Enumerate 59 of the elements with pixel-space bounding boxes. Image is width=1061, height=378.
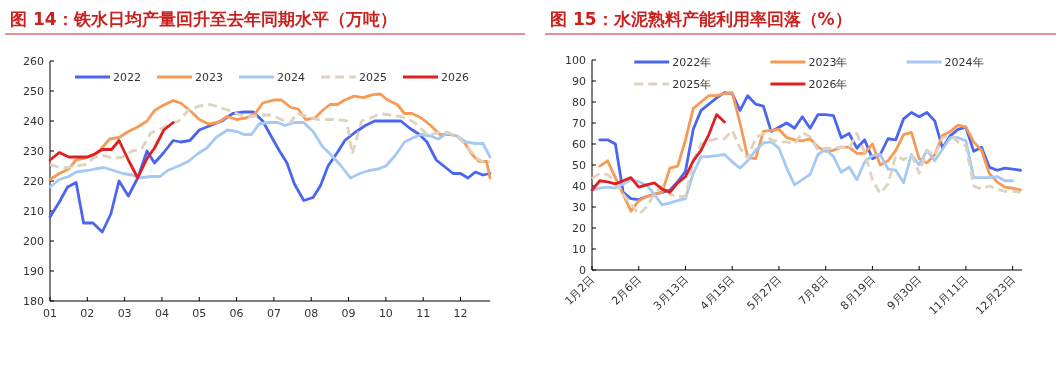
- legend-label: 2023: [195, 71, 223, 84]
- x-tick-label: 2月6日: [609, 272, 644, 308]
- y-tick-label: 200: [23, 235, 44, 248]
- y-tick-label: 40: [572, 180, 586, 193]
- x-tick-label: 01: [43, 307, 57, 320]
- y-tick-label: 60: [572, 138, 586, 151]
- y-tick-label: 20: [572, 222, 586, 235]
- line-series: [48, 121, 175, 180]
- legend-label: 2026: [441, 71, 469, 84]
- y-tick-label: 0: [579, 264, 586, 277]
- y-tick-label: 30: [572, 201, 586, 214]
- x-tick-label: 05: [192, 307, 207, 320]
- x-tick-label: 06: [229, 307, 244, 320]
- x-tick-label: 02: [80, 307, 95, 320]
- x-tick-label: 12月23日: [973, 272, 1018, 318]
- y-tick-label: 260: [23, 55, 44, 68]
- x-tick-label: 03: [117, 307, 132, 320]
- legend-label: 2026年: [808, 78, 848, 91]
- y-tick-label: 50: [572, 159, 586, 172]
- line-series: [48, 121, 492, 189]
- y-tick-label: 70: [572, 117, 586, 130]
- y-tick-label: 90: [572, 75, 586, 88]
- y-tick-label: 220: [23, 175, 44, 188]
- line-series: [48, 103, 492, 169]
- x-tick-label: 10: [378, 307, 393, 320]
- y-tick-label: 250: [23, 85, 44, 98]
- x-tick-label: 9月30日: [884, 272, 925, 313]
- y-tick-label: 230: [23, 145, 44, 158]
- chart-title: 图 14：铁水日均产量回升至去年同期水平（万吨）: [10, 9, 397, 29]
- x-tick-label: 8月19日: [837, 272, 878, 313]
- y-tick-label: 10: [572, 243, 586, 256]
- x-tick-label: 12: [453, 307, 468, 320]
- x-tick-label: 08: [304, 307, 319, 320]
- y-tick-label: 190: [23, 265, 44, 278]
- legend-label: 2024年: [944, 56, 984, 69]
- x-tick-label: 09: [341, 307, 356, 320]
- line-series: [48, 110, 492, 234]
- x-tick-label: 5月27日: [744, 272, 785, 313]
- y-tick-label: 210: [23, 205, 44, 218]
- x-tick-label: 11月11日: [926, 272, 972, 318]
- y-tick-label: 100: [565, 54, 586, 67]
- chart-title: 图 15：水泥熟料产能利用率回落（%）: [550, 9, 852, 29]
- x-tick-label: 11: [416, 307, 431, 320]
- legend-label: 2024: [277, 71, 305, 84]
- y-tick-label: 80: [572, 96, 586, 109]
- legend-label: 2022年: [672, 56, 712, 69]
- legend-label: 2023年: [808, 56, 848, 69]
- y-tick-label: 180: [23, 295, 44, 308]
- x-tick-label: 3月13日: [651, 272, 691, 313]
- x-tick-label: 07: [266, 307, 281, 320]
- x-tick-label: 7月8日: [796, 272, 831, 308]
- x-tick-label: 4月15日: [697, 272, 738, 313]
- line-series: [590, 113, 726, 194]
- y-tick-label: 240: [23, 115, 44, 128]
- line-series: [590, 128, 1022, 216]
- legend-label: 2025: [359, 71, 387, 84]
- legend-label: 2022: [113, 71, 141, 84]
- x-tick-label: 04: [154, 307, 169, 320]
- legend-label: 2025年: [672, 78, 712, 91]
